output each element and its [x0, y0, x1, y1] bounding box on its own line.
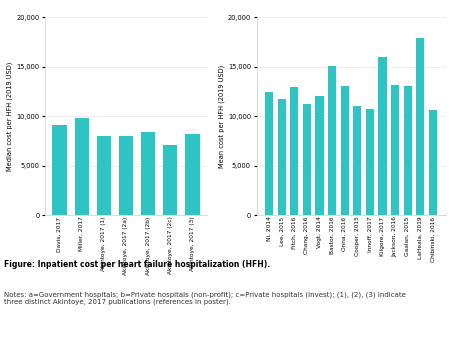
Bar — [429, 110, 437, 215]
Bar — [119, 136, 133, 215]
Bar — [97, 136, 111, 215]
Bar — [141, 132, 155, 215]
Bar — [265, 92, 273, 215]
Text: Notes: a=Government hospitals; b=Private hospitals (non-profit); c=Private hospi: Notes: a=Government hospitals; b=Private… — [4, 291, 406, 305]
Y-axis label: Median cost per HFH (2019 USD): Median cost per HFH (2019 USD) — [7, 61, 14, 171]
Text: Figure: Inpatient cost per heart failure hospitalization (HFH).: Figure: Inpatient cost per heart failure… — [4, 260, 270, 269]
Bar — [315, 96, 324, 215]
Bar — [391, 85, 399, 215]
Bar — [328, 66, 336, 215]
Bar — [278, 100, 286, 215]
Bar — [185, 134, 200, 215]
Bar — [353, 107, 361, 215]
Bar — [416, 38, 424, 215]
Bar — [341, 86, 349, 215]
Bar — [378, 57, 387, 215]
Bar — [163, 145, 177, 215]
Bar — [303, 104, 311, 215]
Bar — [404, 86, 412, 215]
Y-axis label: Mean cost per HFH (2019 USD): Mean cost per HFH (2019 USD) — [218, 65, 225, 168]
Bar — [52, 125, 67, 215]
Bar — [290, 87, 298, 215]
Bar — [75, 118, 89, 215]
Bar — [366, 109, 374, 215]
